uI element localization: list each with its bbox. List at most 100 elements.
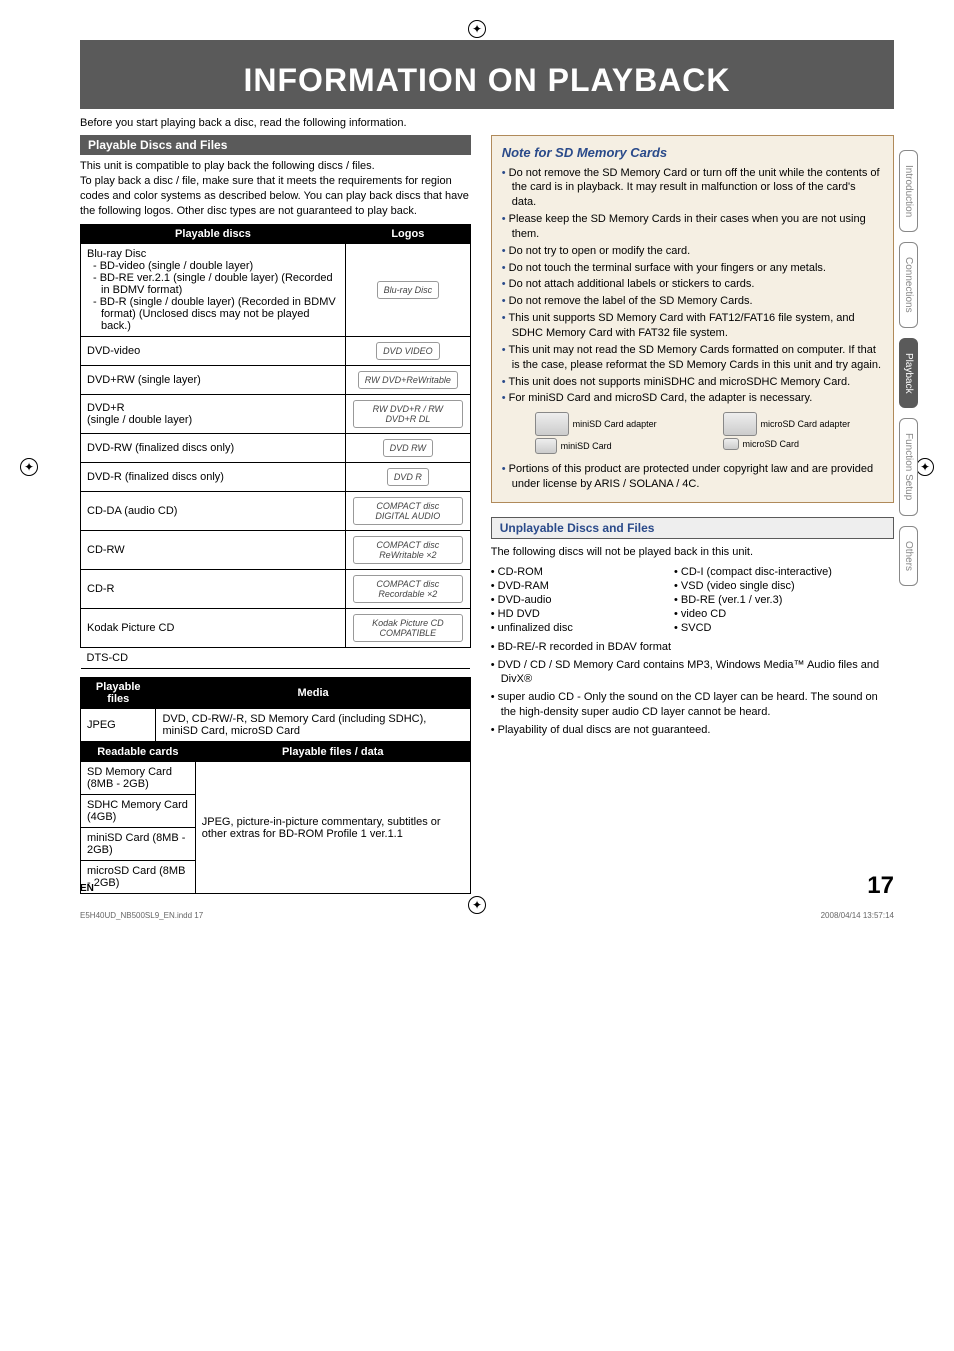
unplayable-intro: The following discs will not be played b… [491,545,894,560]
list-item: BD-RE/-R recorded in BDAV format [491,640,894,655]
disc-name: Kodak Picture CD [81,609,346,648]
table-row: DVD+R (single / double layer) RW DVD+R /… [81,395,471,434]
note-copyright: Portions of this product are protected u… [502,462,883,492]
crop-mark-icon: ✦ [20,458,38,476]
list-item: super audio CD - Only the sound on the C… [491,690,894,720]
minisd-card-icon [535,438,557,454]
adapter-label: microSD Card [743,438,800,450]
section-unplayable-title: Unplayable Discs and Files [491,517,894,539]
list-item: video CD [674,608,894,620]
note-item: Do not touch the terminal surface with y… [502,261,883,276]
page-title: INFORMATION ON PLAYBACK [80,40,894,109]
table-row: DVD-video DVD VIDEO [81,337,471,366]
tab-connections[interactable]: Connections [899,242,918,328]
table-row: CD-DA (audio CD) COMPACT disc DIGITAL AU… [81,492,471,531]
table-row: DVD-RW (finalized discs only) DVD RW [81,434,471,463]
sd-card-icon [535,412,569,436]
note-item: This unit does not supports miniSDHC and… [502,375,883,390]
footer-timestamp: 2008/04/14 13:57:14 [821,911,894,920]
list-item: CD-I (compact disc-interactive) [674,566,894,578]
table-row: DTS-CD [81,648,471,669]
table-row: CD-RW COMPACT disc ReWritable ×2 [81,531,471,570]
adapter-label: miniSD Card adapter [573,418,657,430]
card-name: miniSD Card (8MB - 2GB) [81,828,196,861]
note-item: For miniSD Card and microSD Card, the ad… [502,391,883,406]
dvd-plus-r-logo-icon: RW DVD+R / RW DVD+R DL [353,400,463,428]
note-item: Do not remove the label of the SD Memory… [502,294,883,309]
note-item: Please keep the SD Memory Cards in their… [502,212,883,242]
playable-discs-table: Playable discs Logos Blu-ray Disc - BD-v… [80,224,471,669]
readable-cards-table: Readable cards Playable files / data SD … [80,742,471,894]
section-tabs: Introduction Connections Playback Functi… [899,150,918,586]
table-row: Kodak Picture CD Kodak Picture CD COMPAT… [81,609,471,648]
tab-function-setup[interactable]: Function Setup [899,418,918,515]
list-item: CD-ROM [491,566,660,578]
disc-sub: - BD-R (single / double layer) (Recorded… [93,296,339,332]
tab-introduction[interactable]: Introduction [899,150,918,232]
cd-r-logo-icon: COMPACT disc Recordable ×2 [353,575,463,603]
tab-others[interactable]: Others [899,526,918,586]
table-row: DVD+RW (single layer) RW DVD+ReWritable [81,366,471,395]
disc-sub: - BD-RE ver.2.1 (single / double layer) … [93,272,339,296]
table-row: DVD-R (finalized discs only) DVD R [81,463,471,492]
playable-intro: This unit is compatible to play back the… [80,159,471,218]
col-header: Readable cards [81,743,196,762]
note-title: Note for SD Memory Cards [502,144,883,162]
crop-mark-icon: ✦ [916,458,934,476]
cd-rw-logo-icon: COMPACT disc ReWritable ×2 [353,536,463,564]
disc-sub: - BD-video (single / double layer) [93,260,339,272]
table-row: Blu-ray Disc - BD-video (single / double… [81,244,471,337]
tab-playback[interactable]: Playback [899,338,918,409]
disc-name: Blu-ray Disc [87,248,339,260]
table-row: SD Memory Card (8MB - 2GB) JPEG, picture… [81,762,471,795]
col-header: Logos [345,225,470,244]
list-item: Playability of dual discs are not guaran… [491,723,894,738]
disc-name: CD-R [81,570,346,609]
disc-name: DVD-RW (finalized discs only) [81,434,346,463]
dvd-r-logo-icon: DVD R [387,468,429,486]
note-sd-cards: Note for SD Memory Cards Do not remove t… [491,135,894,503]
disc-name: DVD-R (finalized discs only) [81,463,346,492]
disc-name: DVD-video [81,337,346,366]
col-header: Playable discs [81,225,346,244]
col-header: Media [156,678,470,709]
list-item: DVD / CD / SD Memory Card contains MP3, … [491,658,894,688]
microsd-adapter-diagram: microSD Card adapter microSD Card [723,412,851,454]
note-item: This unit supports SD Memory Card with F… [502,311,883,341]
microsd-card-icon [723,438,739,450]
cd-da-logo-icon: COMPACT disc DIGITAL AUDIO [353,497,463,525]
card-name: SD Memory Card (8MB - 2GB) [81,762,196,795]
list-item: DVD-RAM [491,580,660,592]
card-name: microSD Card (8MB - 2GB) [81,861,196,894]
card-name: SDHC Memory Card (4GB) [81,795,196,828]
note-item: Do not try to open or modify the card. [502,244,883,259]
disc-name: DVD+RW (single layer) [81,366,346,395]
dvd-plus-rw-logo-icon: RW DVD+ReWritable [358,371,458,389]
language-label: EN [80,883,94,894]
bluray-logo-icon: Blu-ray Disc [377,281,440,299]
unplayable-grid: CD-ROM CD-I (compact disc-interactive) D… [491,566,894,634]
minisd-adapter-diagram: miniSD Card adapter miniSD Card [535,412,657,454]
table-row: JPEG DVD, CD-RW/-R, SD Memory Card (incl… [81,709,471,742]
section-playable-title: Playable Discs and Files [80,135,471,155]
disc-name: CD-DA (audio CD) [81,492,346,531]
col-header: Playable files [81,678,156,709]
disc-name: DTS-CD [81,648,471,669]
list-item: HD DVD [491,608,660,620]
list-item: BD-RE (ver.1 / ver.3) [674,594,894,606]
crop-mark-icon: ✦ [468,20,486,38]
adapter-label: miniSD Card [561,440,612,452]
list-item: SVCD [674,622,894,634]
page-number: 17 [867,872,894,900]
playable-files-table: Playable files Media JPEG DVD, CD-RW/-R,… [80,677,471,742]
note-item: This unit may not read the SD Memory Car… [502,343,883,373]
intro-text: Before you start playing back a disc, re… [80,117,894,129]
kodak-logo-icon: Kodak Picture CD COMPATIBLE [353,614,463,642]
file-type: JPEG [81,709,156,742]
dvd-rw-logo-icon: DVD RW [383,439,433,457]
col-header: Playable files / data [195,743,470,762]
sd-card-icon [723,412,757,436]
file-media: DVD, CD-RW/-R, SD Memory Card (including… [156,709,470,742]
note-item: Do not attach additional labels or stick… [502,277,883,292]
dvd-video-logo-icon: DVD VIDEO [376,342,440,360]
